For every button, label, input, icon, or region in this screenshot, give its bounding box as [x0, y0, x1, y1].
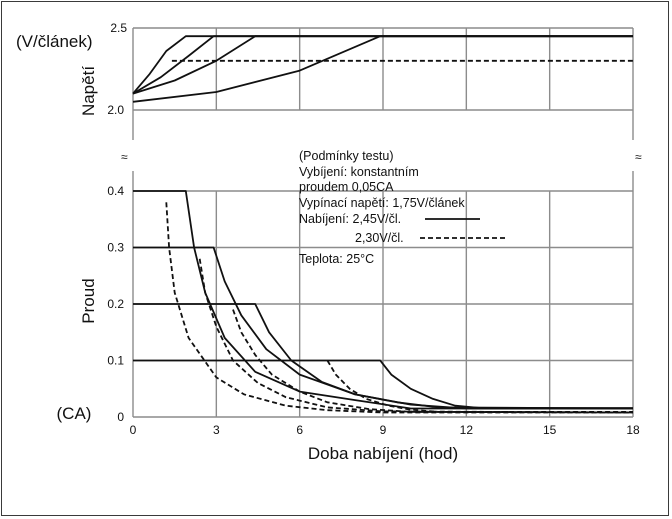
current-axis-title: Proud — [79, 278, 98, 323]
current-tick-label: 0.4 — [107, 184, 124, 198]
current-series-3 — [133, 303, 634, 410]
current-series-8 — [326, 360, 633, 413]
conditions-line-7: Teplota: 25°C — [299, 252, 374, 266]
current-tick-label: 0 — [117, 410, 124, 424]
voltage-axis-title: Napětí — [79, 66, 98, 116]
current-tick-label: 0.2 — [107, 297, 124, 311]
x-tick-label: 6 — [296, 423, 303, 437]
voltage-unit-label: (V/článek) — [16, 32, 93, 51]
x-tick-label: 12 — [460, 423, 474, 437]
current-series-7 — [232, 309, 634, 414]
conditions-line-3: proudem 0,05CA — [299, 180, 394, 194]
axis-break-mark: ≈ — [635, 150, 642, 164]
voltage-tick-label: 2.5 — [110, 21, 127, 35]
x-tick-label: 18 — [626, 423, 640, 437]
current-series-5 — [165, 202, 633, 414]
voltage-tick-label: 2.0 — [107, 103, 124, 117]
series-layer — [132, 35, 634, 414]
axis-break-mark: ≈ — [121, 150, 128, 164]
conditions-line-2: Vybíjení: konstantním — [299, 165, 419, 179]
conditions-line-5: Nabíjení: 2,45V/čl. — [299, 212, 401, 226]
x-tick-label: 3 — [213, 423, 220, 437]
conditions-line-1: (Podmínky testu) — [299, 149, 393, 163]
current-tick-label: 0.1 — [107, 354, 124, 368]
x-tick-label: 9 — [380, 423, 387, 437]
voltage-series-4 — [132, 35, 633, 103]
labels-layer: ≈ ≈0 3 6 9 12 15 18 Doba nabíjení (hod) 2.5 2.0 (V/… — [16, 21, 642, 463]
conditions-line-6: 2,30V/čl. — [355, 231, 404, 245]
current-tick-label: 0.3 — [107, 241, 124, 255]
x-tick-label: 15 — [543, 423, 557, 437]
current-series-4 — [133, 359, 633, 409]
current-series-6 — [198, 258, 634, 414]
x-axis-title: Doba nabíjení (hod) — [308, 444, 458, 463]
current-unit-label: (CA) — [57, 404, 92, 423]
conditions-line-4: Vypínací napětí: 1,75V/článek — [299, 196, 465, 210]
x-tick-label: 0 — [130, 423, 137, 437]
